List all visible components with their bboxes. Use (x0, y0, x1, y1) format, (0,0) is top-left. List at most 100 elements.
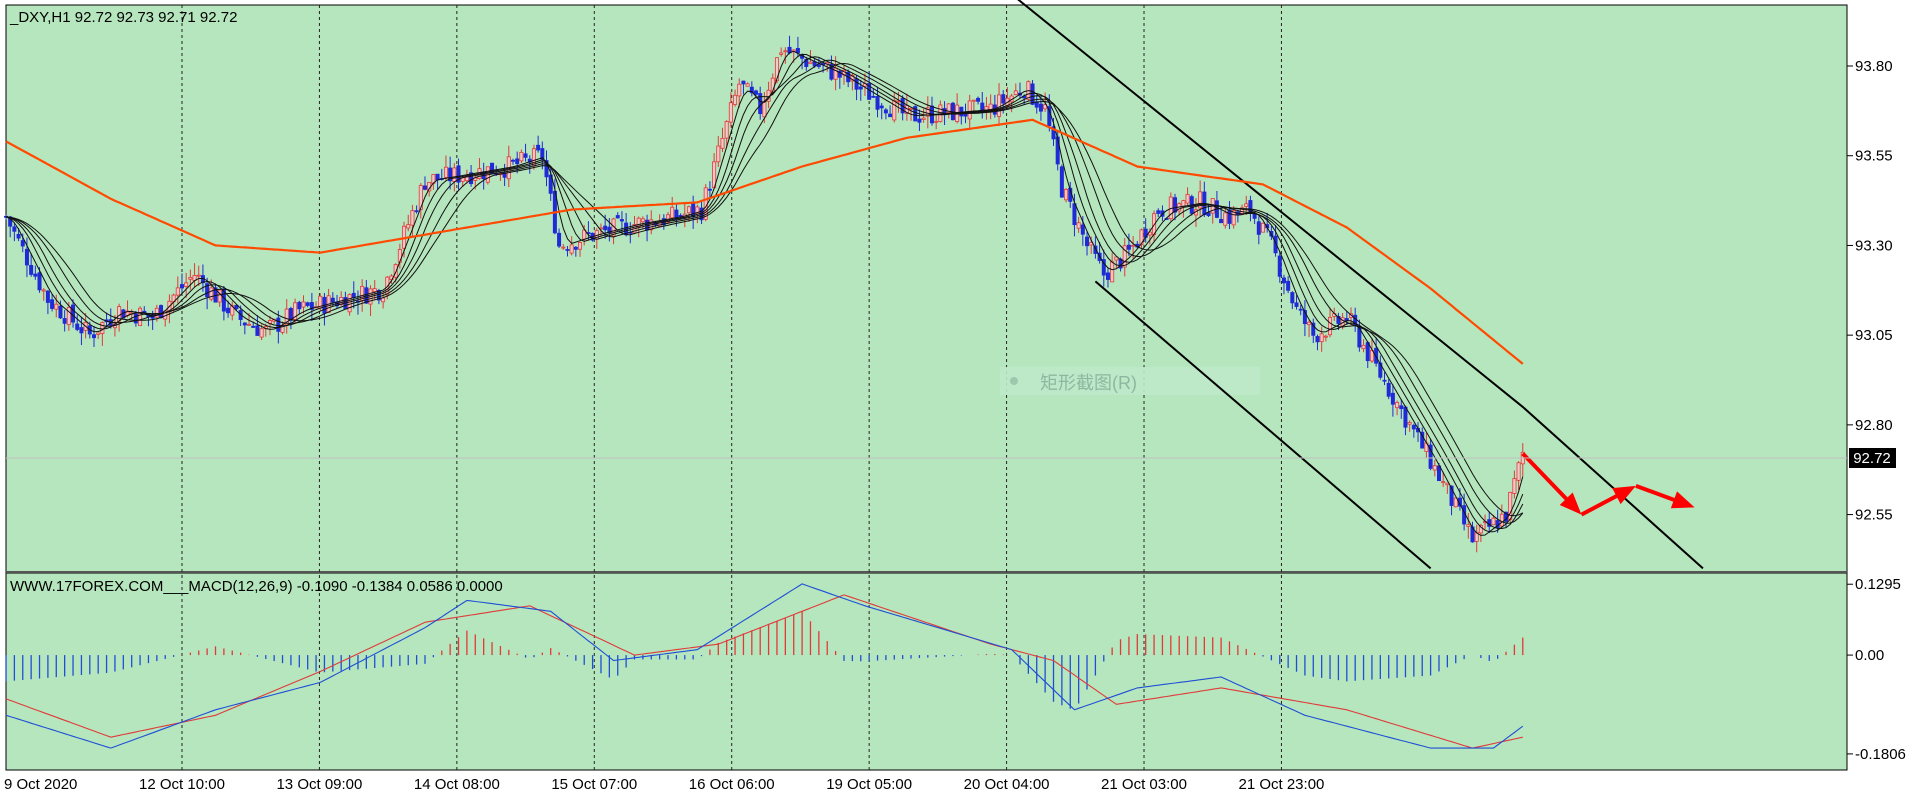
candle-body (443, 166, 448, 178)
candle-body (858, 86, 863, 90)
candle-body (1273, 235, 1278, 254)
candle-body (347, 294, 352, 313)
candle-body (548, 174, 553, 194)
candle-body (133, 313, 138, 324)
candle-body (360, 285, 365, 301)
macd-panel-header: WWW.17FOREX.COM___MACD(12,26,9) -0.1090 … (10, 578, 503, 595)
candle-body (1315, 336, 1320, 343)
candle-body (1277, 255, 1282, 277)
signal-line (5, 594, 1523, 749)
moving-averages (5, 50, 1524, 536)
forecast-arrows (1521, 452, 1695, 517)
candle-body (1466, 524, 1471, 527)
trend-channel[interactable] (1012, 0, 1704, 570)
candle-body (159, 305, 164, 319)
candle-body (330, 297, 335, 303)
candle-body (1038, 103, 1043, 112)
candle-body (523, 153, 528, 158)
candle-body (967, 100, 972, 120)
price-panel[interactable] (5, 4, 1848, 573)
candle-body (293, 302, 298, 320)
candle-body (946, 103, 951, 114)
candle-body (209, 287, 214, 300)
candle-body (1114, 256, 1119, 261)
candle-body (1072, 203, 1077, 226)
candle-body (1085, 236, 1090, 247)
candle-body (783, 50, 788, 53)
time-tick-label: 9 Oct 2020 (4, 776, 77, 793)
price-tick-label: 93.55 (1855, 148, 1893, 165)
price-tick-label: 92.80 (1855, 417, 1893, 434)
forecast-arrow-head (1612, 485, 1636, 505)
candle-body (1302, 310, 1307, 325)
moving-average-line (5, 62, 1524, 517)
candle-body (1428, 444, 1433, 469)
candle-body (1051, 126, 1056, 140)
candle-body (871, 95, 876, 98)
candle-body (79, 327, 84, 334)
candle-body (988, 103, 993, 110)
moving-average-line (5, 53, 1524, 533)
ema-orange-line (5, 118, 1524, 365)
candle-body (406, 224, 411, 229)
candle-body (422, 185, 427, 190)
candle-body (1173, 197, 1178, 213)
candle-body (372, 288, 377, 292)
candle-body (1336, 315, 1341, 324)
screenshot-watermark: 矩形截图(R) (1000, 367, 1260, 395)
price-tick-label: 93.80 (1855, 58, 1893, 75)
forecast-arrow-head (1559, 492, 1582, 515)
candle-body (37, 272, 42, 291)
candle-body (1122, 245, 1127, 268)
candle-body (749, 86, 754, 94)
current-price-box (1849, 448, 1896, 468)
candle-body (619, 219, 624, 222)
candle-body (1231, 209, 1236, 226)
channel-lower-line (1094, 280, 1432, 570)
candle-body (737, 83, 742, 97)
time-tick-label: 20 Oct 04:00 (964, 776, 1050, 793)
candle-body (234, 304, 239, 310)
time-tick-label: 19 Oct 05:00 (826, 776, 912, 793)
candle-body (75, 323, 80, 330)
candle-body (41, 289, 46, 292)
candle-body (1101, 259, 1106, 276)
candle-body (875, 96, 880, 110)
candle-body (1093, 245, 1098, 254)
candle-body (1139, 229, 1144, 246)
candle-body (469, 172, 474, 185)
candle-body (1198, 191, 1203, 209)
candle-body (179, 284, 184, 289)
moving-average-line (5, 50, 1524, 536)
macd-panel[interactable] (5, 572, 1848, 771)
candle-body (154, 307, 159, 318)
macd-tick-label: -0.1806 (1855, 746, 1906, 763)
candle-body (1227, 209, 1232, 224)
candle-body (1281, 277, 1286, 284)
candle-body (837, 70, 842, 78)
price-tick-label: 93.05 (1855, 327, 1893, 344)
candle-body (1110, 261, 1115, 283)
candle-body (435, 173, 440, 181)
candle-body (1319, 333, 1324, 343)
candle-body (1256, 221, 1261, 235)
candle-body (1223, 212, 1228, 226)
candle-body (1516, 462, 1521, 481)
candle-body (1365, 342, 1370, 362)
candle-body (305, 302, 310, 306)
candle-body (816, 64, 821, 67)
candle-body (1512, 478, 1517, 494)
candle-body (1206, 212, 1211, 217)
candle-body (301, 301, 306, 308)
candle-body (544, 160, 549, 178)
candle-body (205, 283, 210, 298)
candle-body (284, 308, 289, 326)
candle-body (242, 322, 247, 326)
candle-body (670, 206, 675, 219)
candle-body (1064, 188, 1069, 201)
candle-body (519, 151, 524, 162)
candle-body (565, 249, 570, 251)
candle-body (50, 299, 55, 309)
candle-body (1420, 431, 1425, 449)
